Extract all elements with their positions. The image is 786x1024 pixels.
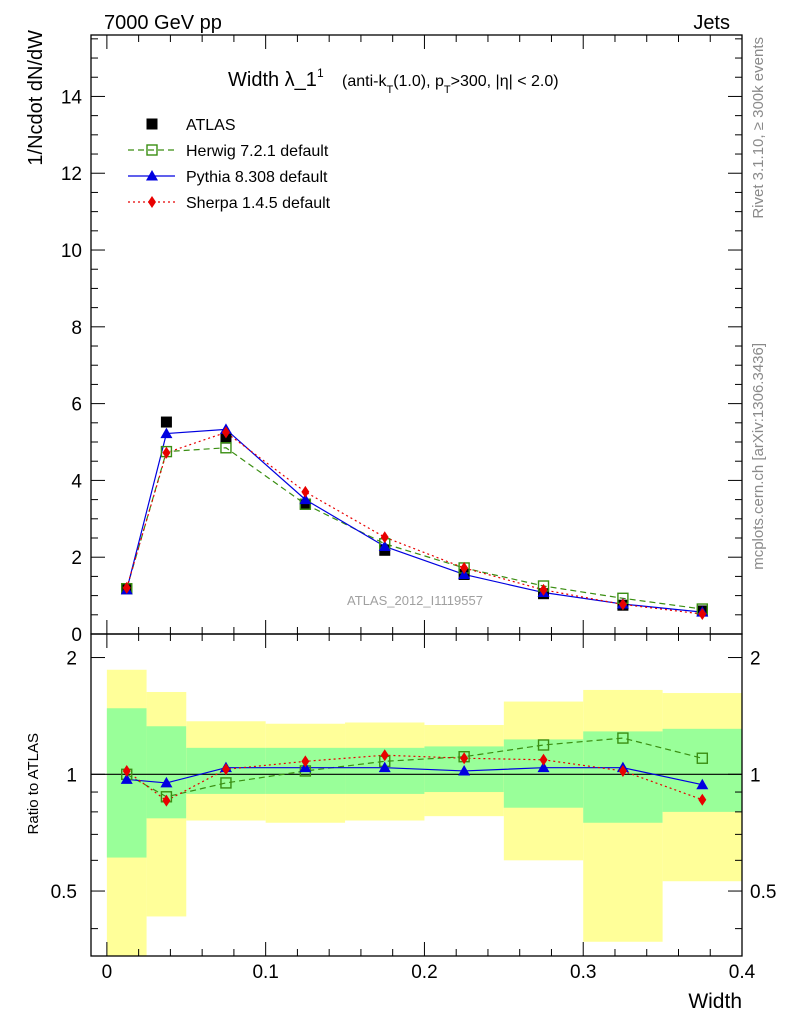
series-line-herwig — [126, 447, 703, 610]
series-line-pythia — [126, 428, 703, 613]
data-marker-diamond — [162, 794, 171, 807]
data-marker-diamond — [122, 764, 131, 777]
data-marker-open-square — [696, 752, 709, 764]
header-left: 7000 GeV pp — [104, 12, 222, 34]
ratio-uncertainty-bands — [91, 669, 742, 956]
data-marker-diamond — [380, 531, 389, 544]
header-right: Jets — [693, 12, 730, 34]
data-marker-diamond — [162, 446, 171, 459]
ratio-plot — [120, 732, 709, 807]
data-marker-open-square — [617, 732, 629, 744]
data-marker-diamond — [221, 426, 230, 439]
x-tick-label: 0 — [102, 962, 113, 983]
data-marker-diamond — [539, 753, 548, 766]
data-marker-square — [299, 498, 311, 510]
data-marker-diamond — [698, 793, 707, 806]
mcplots-label: mcplots.cern.ch [arXiv:1306.3436] — [750, 343, 767, 570]
y-tick-label: 0 — [71, 625, 82, 646]
rivet-label: Rivet 3.1.10, ≥ 300k events — [750, 37, 767, 219]
x-tick-label: 0.1 — [252, 962, 278, 983]
subtitle-part-4: >300, |η| < 2.0) — [451, 73, 559, 90]
title-main: Width λ_1 — [228, 69, 317, 91]
y-tick-label: 14 — [61, 87, 83, 108]
analysis-watermark: ATLAS_2012_I1119557 — [347, 593, 483, 608]
xlabel: Width — [688, 990, 742, 1013]
subtitle-part-3: T — [444, 84, 451, 96]
subtitle-part-0: (anti-k — [342, 73, 387, 90]
data-marker-open-square — [146, 144, 158, 156]
data-marker-diamond — [122, 581, 131, 594]
data-marker-triangle — [146, 170, 158, 181]
y-tick-label: 4 — [71, 471, 82, 492]
data-marker-diamond — [460, 752, 469, 765]
y-tick-label: 12 — [61, 164, 82, 185]
data-marker-diamond — [221, 763, 230, 776]
ratio-y-tick-label: 1 — [66, 765, 77, 786]
legend: ATLAS Herwig 7.2.1 default Pythia 8.308 de… — [128, 117, 331, 212]
data-marker-open-square — [220, 442, 232, 454]
y-tick-label: 10 — [61, 241, 82, 262]
data-marker-triangle — [120, 773, 133, 784]
data-marker-triangle — [378, 761, 391, 773]
legend-label: Sherpa 1.4.5 default — [186, 195, 331, 212]
subtitle-part-1: T — [386, 84, 393, 96]
data-marker-diamond — [539, 583, 548, 596]
data-marker-triangle — [160, 427, 173, 439]
subtitle-part-2: (1.0), p — [393, 73, 444, 90]
x-tick-label: 0.2 — [411, 962, 437, 983]
data-marker-triangle — [458, 764, 471, 776]
data-marker-triangle — [160, 776, 173, 788]
data-marker-square — [146, 118, 158, 130]
ratio-y-tick-label-right: 2 — [750, 649, 761, 670]
band-inner-bin — [503, 739, 584, 808]
legend-label: ATLAS — [186, 117, 236, 134]
main-plot — [120, 416, 709, 621]
data-marker-triangle — [537, 761, 550, 773]
ratio-y-tick-label-right: 0.5 — [750, 882, 776, 903]
data-marker-triangle — [378, 540, 391, 551]
title-sup: 1 — [317, 66, 324, 80]
data-marker-open-square — [537, 739, 550, 751]
data-marker-diamond — [618, 598, 627, 611]
data-marker-diamond — [460, 561, 469, 574]
svg-text:Width λ_11: Width λ_11 — [228, 66, 324, 91]
svg-text:(anti-kT(1.0), pT>300, |η| < 2: (anti-kT(1.0), pT>300, |η| < 2.0) — [342, 73, 559, 96]
band-inner-bin — [583, 731, 663, 823]
series-line-sherpa — [126, 431, 703, 615]
legend-label: Pythia 8.308 default — [186, 169, 328, 186]
ratio-ylabel: Ratio to ATLAS — [25, 733, 42, 834]
y-tick-label: 6 — [71, 395, 82, 416]
data-marker-triangle — [299, 493, 312, 505]
data-marker-triangle — [696, 778, 709, 790]
data-marker-open-square — [220, 777, 232, 789]
y-tick-label: 8 — [71, 318, 82, 339]
data-marker-diamond — [301, 755, 310, 768]
main-title: Width λ_11 (anti-kT(1.0), pT>300, |η| < … — [228, 66, 559, 96]
ratio-y-tick-label: 0.5 — [51, 882, 77, 903]
data-marker-square — [160, 416, 172, 428]
ratio-y-tick-label-right: 1 — [750, 765, 761, 786]
ratio-frame — [90, 633, 743, 957]
data-marker-diamond — [148, 196, 156, 208]
legend-label: Herwig 7.2.1 default — [186, 143, 329, 160]
x-tick-label: 0.4 — [729, 962, 756, 983]
y-tick-label: 2 — [71, 548, 82, 569]
data-marker-diamond — [380, 749, 389, 762]
main-ylabel: 1/Ncdot dN/dW — [25, 30, 47, 166]
ratio-y-tick-label: 2 — [66, 649, 77, 670]
x-tick-label: 0.3 — [570, 962, 596, 983]
data-marker-diamond — [618, 764, 627, 777]
data-marker-diamond — [698, 608, 707, 621]
data-marker-diamond — [301, 485, 310, 498]
